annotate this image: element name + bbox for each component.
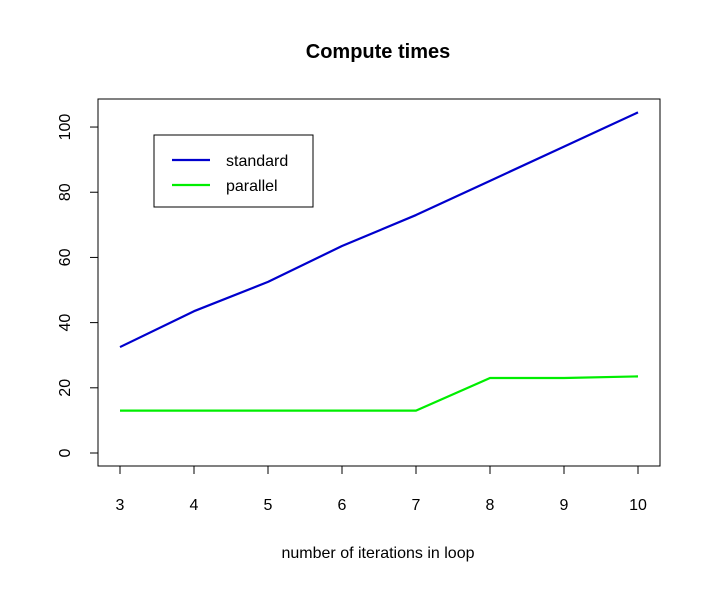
- y-tick-label: 80: [57, 183, 74, 201]
- x-tick-label: 9: [560, 497, 569, 514]
- legend-label-parallel: parallel: [226, 178, 278, 195]
- y-tick-label: 0: [57, 448, 74, 457]
- legend-box: [153, 134, 314, 208]
- series-line-parallel: [120, 375, 639, 412]
- x-tick-label: 8: [486, 497, 495, 514]
- x-axis-label: number of iterations in loop: [282, 545, 475, 562]
- x-tick-label: 5: [264, 497, 273, 514]
- y-tick-label: 60: [57, 248, 74, 266]
- x-tick-label: 4: [190, 497, 199, 514]
- y-tick-label: 20: [57, 379, 74, 397]
- y-tick-label: 40: [57, 314, 74, 332]
- x-axis: 3 4 5 6 7 8 9 10: [116, 465, 647, 514]
- legend-label-standard: standard: [226, 153, 288, 170]
- series-layer: [119, 111, 639, 412]
- x-tick-label: 10: [629, 497, 647, 514]
- y-axis: 0 20 40 60 80 100: [57, 114, 99, 457]
- chart-title: Compute times: [306, 41, 450, 63]
- series-line-standard: [119, 111, 639, 349]
- x-tick-label: 7: [412, 497, 421, 514]
- x-tick-label: 6: [338, 497, 347, 514]
- legend: standard parallel: [153, 134, 314, 208]
- x-tick-label: 3: [116, 497, 125, 514]
- y-tick-label: 100: [57, 114, 74, 141]
